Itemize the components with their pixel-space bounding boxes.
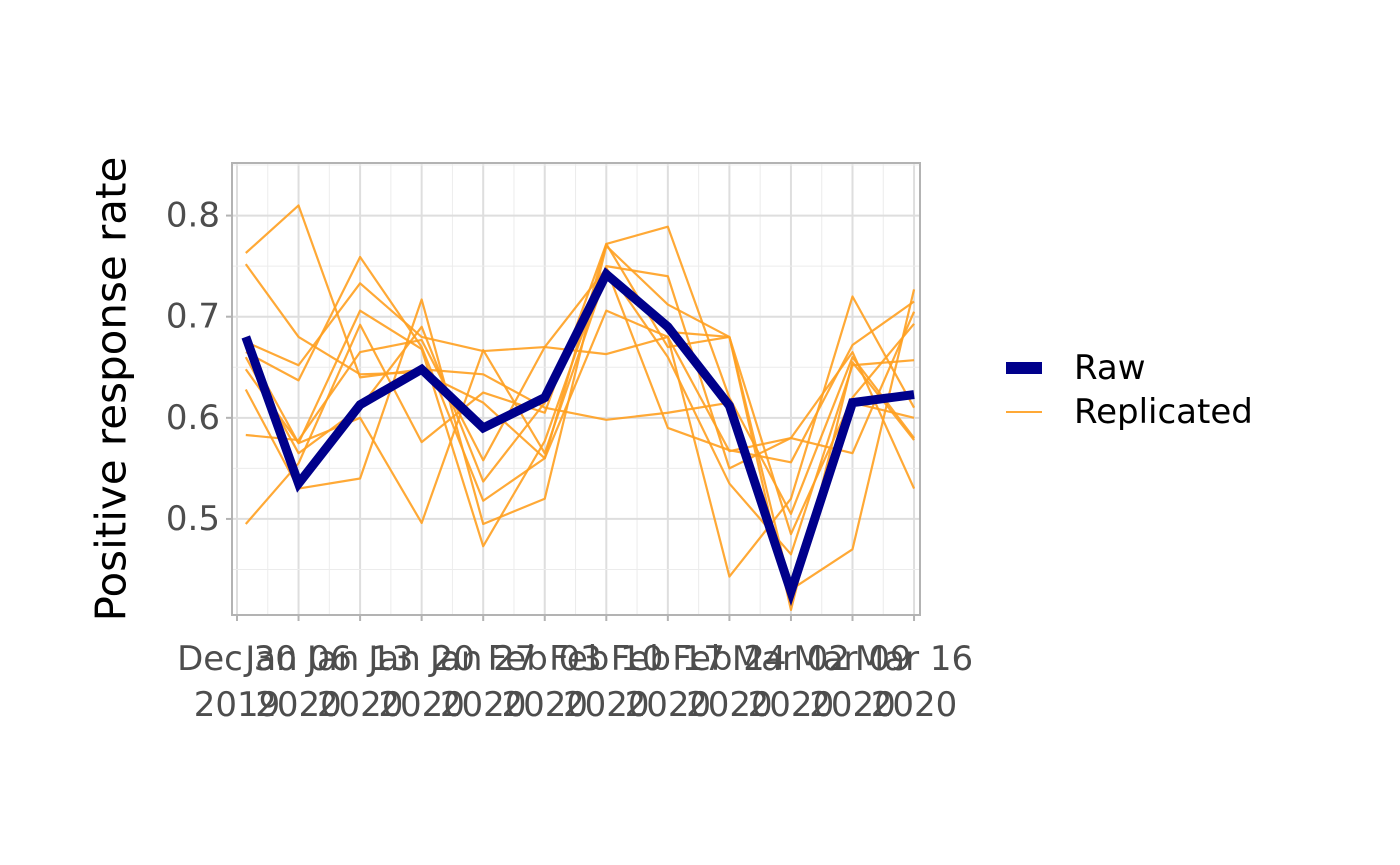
x-tick-label: Feb 03	[488, 639, 602, 679]
replicated-series-line	[244, 244, 916, 591]
legend: Raw Replicated	[1006, 348, 1253, 432]
x-tick-label-year: 2020	[255, 685, 342, 725]
replicated-series-line	[244, 265, 916, 548]
y-tick-label: 0.7	[166, 297, 220, 337]
y-axis: 0.5 0.6 0.7 0.8	[166, 196, 232, 539]
replicated-series-line	[245, 267, 915, 464]
plot-panel-border	[231, 162, 921, 616]
x-tick-label: Jan 06	[243, 639, 351, 679]
x-tick-label: Feb 24	[672, 639, 786, 679]
x-tick-label-year: 2020	[563, 685, 650, 725]
x-tick-label-year: 2020	[871, 685, 958, 725]
x-tick-label-year: 2020	[378, 685, 465, 725]
x-tick-label: Jan 27	[428, 639, 536, 679]
legend-label-replicated: Replicated	[1074, 392, 1253, 432]
x-tick-label: Jan 20	[366, 639, 474, 679]
x-tick-label: Mar 16	[855, 639, 973, 679]
x-tick-label-year: 2020	[809, 685, 896, 725]
y-tick-label: 0.6	[166, 398, 220, 438]
x-tick-label: Dec 30	[177, 639, 297, 679]
x-tick-label-year: 2020	[501, 685, 588, 725]
x-tick-label-year: 2020	[625, 685, 712, 725]
x-tick-label-year: 2020	[686, 685, 773, 725]
x-tick-label-year: 2019	[194, 685, 281, 725]
legend-label-raw: Raw	[1074, 348, 1146, 388]
x-tick-label: Jan 13	[305, 639, 413, 679]
y-tick-label: 0.8	[166, 196, 220, 236]
y-tick-label: 0.5	[166, 499, 220, 539]
x-tick-label: Mar 02	[732, 639, 850, 679]
raw-series-line	[241, 267, 915, 607]
raw-series-group	[241, 267, 915, 607]
x-tick-label: Feb 10	[549, 639, 663, 679]
x-tick-label-year: 2020	[317, 685, 404, 725]
x-tick-label-year: 2020	[440, 685, 527, 725]
x-tick-label-year: 2020	[748, 685, 835, 725]
y-axis-title: Positive response rate	[87, 157, 136, 622]
x-tick-label: Feb 17	[611, 639, 725, 679]
x-axis: Dec 30 2019 Jan 06 2020 Jan 13 2020 Jan 20 2020…	[177, 615, 973, 725]
x-tick-label: Mar 09	[793, 639, 911, 679]
